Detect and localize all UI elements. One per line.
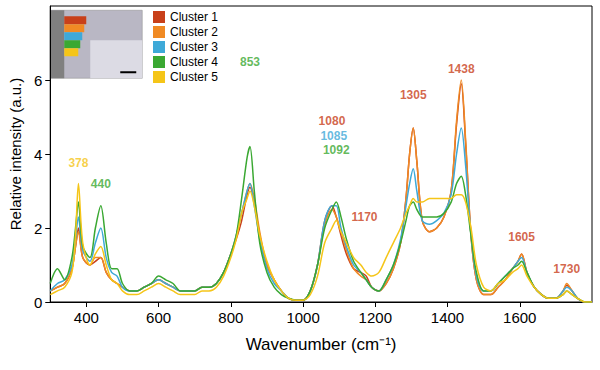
svg-text:Cluster 2: Cluster 2 bbox=[170, 25, 218, 39]
svg-text:Wavenumber (cm⁻¹): Wavenumber (cm⁻¹) bbox=[246, 335, 397, 354]
svg-text:Cluster 5: Cluster 5 bbox=[170, 70, 218, 84]
svg-text:378: 378 bbox=[68, 156, 88, 170]
svg-text:1200: 1200 bbox=[359, 309, 392, 326]
svg-text:1600: 1600 bbox=[503, 309, 536, 326]
svg-text:2: 2 bbox=[34, 220, 42, 237]
svg-text:1730: 1730 bbox=[553, 262, 580, 276]
svg-text:1092: 1092 bbox=[323, 143, 350, 157]
svg-text:1305: 1305 bbox=[400, 88, 427, 102]
svg-text:Cluster 1: Cluster 1 bbox=[170, 10, 218, 24]
svg-text:800: 800 bbox=[218, 309, 243, 326]
svg-text:440: 440 bbox=[91, 177, 111, 191]
svg-text:0: 0 bbox=[34, 294, 42, 311]
svg-text:1438: 1438 bbox=[448, 62, 475, 76]
svg-text:4: 4 bbox=[34, 146, 42, 163]
svg-text:6: 6 bbox=[34, 72, 42, 89]
svg-text:600: 600 bbox=[146, 309, 171, 326]
svg-text:1170: 1170 bbox=[351, 210, 377, 224]
svg-text:853: 853 bbox=[240, 55, 260, 69]
svg-text:1000: 1000 bbox=[286, 309, 319, 326]
svg-text:1080: 1080 bbox=[319, 114, 346, 128]
svg-text:Cluster 4: Cluster 4 bbox=[170, 55, 218, 69]
svg-text:1605: 1605 bbox=[508, 230, 535, 244]
svg-text:1400: 1400 bbox=[431, 309, 464, 326]
svg-text:1085: 1085 bbox=[320, 129, 347, 143]
svg-text:Relative intensity (a.u.): Relative intensity (a.u.) bbox=[7, 78, 24, 231]
svg-text:400: 400 bbox=[74, 309, 99, 326]
svg-text:Cluster 3: Cluster 3 bbox=[170, 40, 218, 54]
